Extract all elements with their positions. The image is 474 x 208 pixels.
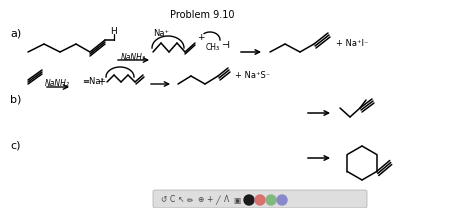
Text: ↺: ↺ — [160, 196, 166, 204]
Text: +: + — [198, 33, 209, 42]
Circle shape — [266, 195, 276, 205]
Text: ⊕: ⊕ — [197, 196, 203, 204]
Text: ✏: ✏ — [187, 196, 193, 204]
Text: ─I: ─I — [222, 42, 230, 51]
Text: ↖: ↖ — [178, 196, 184, 204]
Circle shape — [244, 195, 254, 205]
Text: C: C — [169, 196, 174, 204]
Text: ▣: ▣ — [233, 196, 241, 204]
Text: NaNH₂: NaNH₂ — [45, 79, 69, 88]
Text: ≡Na⁺: ≡Na⁺ — [82, 78, 105, 87]
Circle shape — [277, 195, 287, 205]
Text: Problem 9.10: Problem 9.10 — [170, 10, 234, 20]
Text: +: + — [97, 77, 105, 87]
Text: +: + — [206, 196, 212, 204]
FancyBboxPatch shape — [153, 190, 367, 208]
Text: Λ: Λ — [224, 196, 229, 204]
Text: ╱: ╱ — [216, 195, 220, 205]
Text: H: H — [110, 26, 118, 36]
Circle shape — [255, 195, 265, 205]
Text: CH₃: CH₃ — [206, 42, 220, 52]
Text: c): c) — [10, 140, 20, 150]
Text: + Na⁺S⁻: + Na⁺S⁻ — [235, 72, 270, 80]
Text: NaNH₂: NaNH₂ — [120, 52, 146, 62]
Text: + Na⁺I⁻: + Na⁺I⁻ — [336, 40, 368, 48]
Text: b): b) — [10, 95, 21, 105]
Text: Na⁺: Na⁺ — [153, 28, 169, 37]
Text: a): a) — [10, 28, 21, 38]
